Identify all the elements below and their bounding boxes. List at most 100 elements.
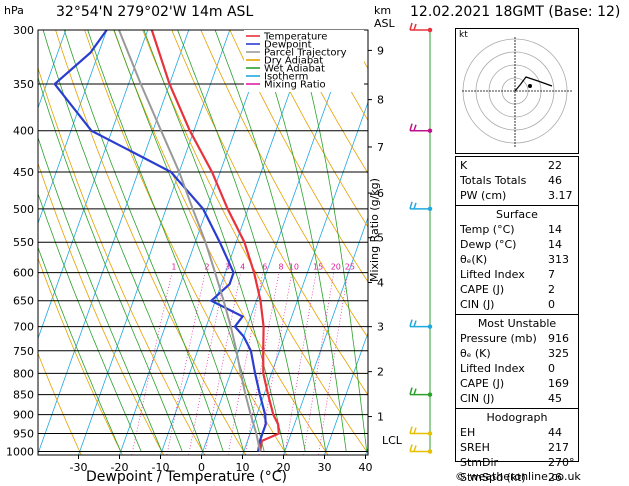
dry-adiabat-line (38, 162, 164, 455)
plot-frame (37, 29, 369, 456)
hodograph-index-row: EH 44 (460, 426, 574, 440)
index-value: 26 (548, 471, 562, 484)
index-name: θₑ(K) (460, 253, 488, 266)
index-name: Totals Totals (460, 174, 527, 187)
hodograph-index-row: StmSpd (kt) 26 (460, 471, 574, 485)
most-unstable-index-row: Pressure (mb) 916 (460, 332, 574, 346)
general-index-row: PW (cm) 3.17 (460, 189, 574, 203)
mixing-ratio-line (244, 272, 280, 455)
mixing-ratio-line (303, 272, 335, 455)
general-index-row: Totals Totals 46 (460, 174, 574, 188)
hodograph-section-title: Hodograph (486, 411, 548, 424)
wind-barb (409, 201, 433, 212)
mixing-ratio-label: 4 (240, 263, 245, 272)
x-tick-label: -20 (111, 461, 129, 474)
mixing-ratio-line (166, 272, 206, 455)
lcl-label: LCL (382, 434, 402, 447)
mixing-ratio-line (227, 272, 264, 455)
index-name: CAPE (J) (460, 377, 505, 390)
mixing-ratio-axis-label: Mixing Ratio (g/kg) (368, 178, 381, 282)
wet-adiabat-line (42, 30, 204, 452)
km-tick-label: 6 (377, 187, 384, 200)
dry-adiabat-line (38, 257, 123, 455)
table-divider (456, 205, 578, 206)
mixing-ratio-label: 15 (313, 263, 323, 272)
legend-entry: Temperature (263, 32, 327, 43)
hodograph-plot (462, 37, 572, 147)
mixing-ratio-label: 25 (345, 263, 355, 272)
wet-adiabat-line (294, 30, 368, 452)
mixing-ratio-label: 3 (225, 263, 230, 272)
series-line-temperature (150, 30, 280, 452)
km-tick-label: 2 (377, 366, 384, 379)
km-tick-label: 5 (377, 232, 384, 245)
surface-index-row: Lifted Index 7 (460, 268, 574, 282)
plot-area (38, 30, 368, 455)
dry-adiabat-line (84, 30, 288, 455)
footer-credit: © weatheronline.co.uk (455, 470, 581, 483)
dry-adiabat-line (113, 30, 329, 455)
index-value: 22 (548, 159, 562, 172)
x-tick-label: 40 (359, 461, 373, 474)
index-name: SREH (460, 441, 490, 454)
index-value: 2 (548, 283, 555, 296)
series-line-dewpoint (53, 30, 267, 452)
pressure-units-label: hPa (4, 4, 24, 17)
x-tick-label: 10 (236, 461, 250, 474)
dry-adiabat-line (38, 66, 206, 455)
x-tick-label: 30 (318, 461, 332, 474)
hodograph-units: kt (459, 30, 468, 40)
pressure-tick-label: 650 (13, 295, 34, 308)
chart-legend: Temperature Dewpoint Parcel Trajectory Dry … (244, 30, 364, 92)
index-value: 0 (548, 362, 555, 375)
index-name: EH (460, 426, 476, 439)
dry-adiabat-line (171, 30, 368, 396)
mixing-ratio-line (318, 272, 349, 455)
index-name: PW (cm) (460, 189, 507, 202)
isotherm-line (324, 331, 368, 455)
pressure-tick-label: 750 (13, 345, 34, 358)
most-unstable-index-row: θₑ (K) 325 (460, 347, 574, 361)
dry-adiabat-line (258, 30, 368, 228)
surface-index-row: Temp (°C) 14 (460, 223, 574, 237)
table-divider (456, 314, 578, 315)
pressure-tick-label: 550 (13, 236, 34, 249)
legend-entry: Parcel Trajectory (264, 48, 347, 59)
km-tick-label: 7 (377, 141, 384, 154)
pressure-tick-label: 600 (13, 267, 34, 280)
index-name: Temp (°C) (460, 223, 515, 236)
mixing-ratio-label: 1 (171, 263, 176, 272)
storm-motion-marker (528, 84, 532, 88)
index-value: 14 (548, 238, 562, 251)
index-name: StmDir (460, 456, 499, 469)
mixing-ratio-line (188, 272, 226, 455)
surface-section-title: Surface (496, 208, 538, 221)
surface-index-row: CAPE (J) 2 (460, 283, 574, 297)
index-name: θₑ (K) (460, 347, 491, 360)
x-tick-label: 0 (198, 461, 205, 474)
most-unstable-index-row: CIN (J) 45 (460, 392, 574, 406)
pressure-tick-label: 400 (13, 125, 34, 138)
wind-barb (409, 426, 433, 436)
isotherm-line (38, 30, 67, 110)
series-line-parcel-trajectory (118, 30, 262, 452)
legend-entry: Dry Adiabat (264, 56, 323, 67)
table-divider (456, 408, 578, 409)
pressure-tick-label: 900 (13, 409, 34, 422)
km-tick-label: 3 (377, 321, 384, 334)
most-unstable-index-row: CAPE (J) 169 (460, 377, 574, 391)
index-name: StmSpd (kt) (460, 471, 526, 484)
dry-adiabat-line (200, 30, 368, 339)
hodograph-index-row: SREH 217 (460, 441, 574, 455)
dry-adiabat-line (287, 30, 368, 175)
index-value: 270° (548, 456, 575, 469)
surface-index-row: Dewp (°C) 14 (460, 238, 574, 252)
wet-adiabat-line (143, 30, 286, 452)
pressure-tick-label: 350 (13, 78, 34, 91)
wet-adiabat-line (38, 76, 183, 452)
mixing-ratio-line (131, 272, 173, 455)
pressure-tick-label: 850 (13, 389, 34, 402)
surface-index-row: θₑ(K) 313 (460, 253, 574, 267)
